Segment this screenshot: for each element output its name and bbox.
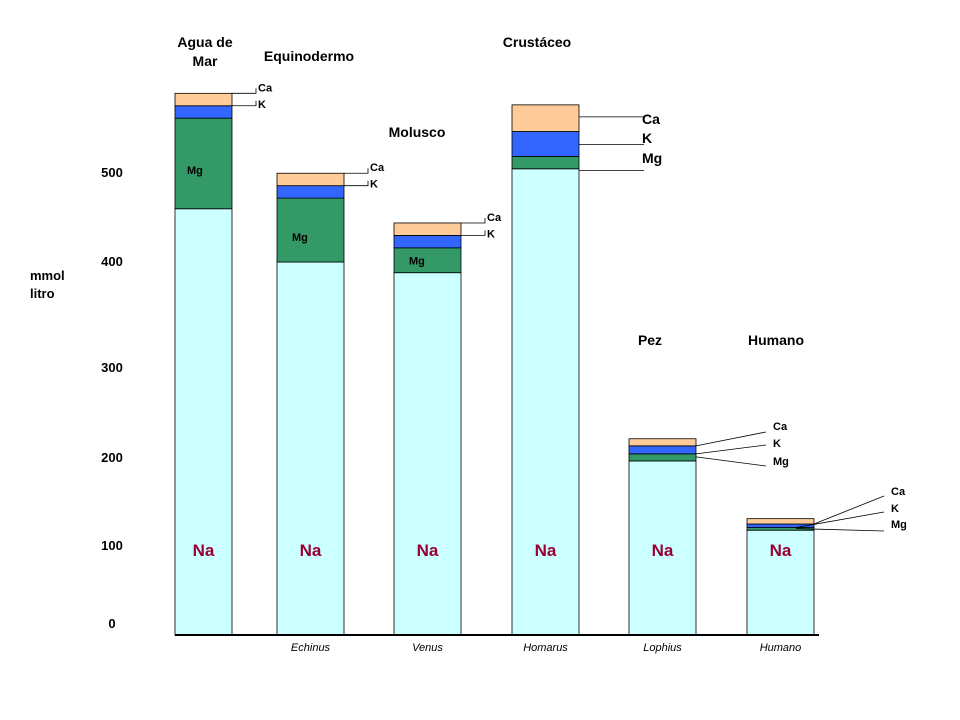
group-label-humano: Humano [748,332,804,348]
callout-label: Ca [773,421,788,433]
callout-label: K [642,130,652,146]
callout-label: Mg [891,519,907,531]
na-label: Na [770,541,792,560]
mg-label: Mg [187,165,203,177]
na-segment [628,460,697,636]
callout-line [813,495,885,525]
na-segment [174,208,233,636]
y-axis-label-line2: litro [30,286,55,301]
bar-labels: Na Mg Echinus Na Mg Venus Na Mg Homarus Na Lophius… [187,82,907,654]
category-label: Venus [412,642,443,654]
mg-segment [511,155,580,170]
ca-segment [746,518,815,525]
category-label: Echinus [291,642,331,654]
na-label: Na [193,541,215,560]
ca-segment [393,222,462,236]
callout-line [232,100,257,107]
group-label-crustaceo: Crustáceo [503,34,571,50]
category-label: Humano [760,642,802,654]
callout-line [695,431,767,447]
callout-label: Ca [487,212,502,224]
na-segment [393,272,462,636]
callout-line [461,230,486,236]
mg-label: Mg [409,255,425,267]
callout-line [232,88,257,94]
group-labels: Agua de Mar Equinodermo Molusco Crustáce… [177,34,804,348]
na-segment [511,168,580,636]
group-label-equinodermo: Equinodermo [264,48,354,64]
callout-label: Mg [642,150,662,166]
y-axis-ticks: 0 100 200 300 400 500 [101,165,123,631]
group-label-agua-line1: Agua de [177,34,232,50]
ca-segment [628,438,697,447]
callout-label: Ca [642,111,660,127]
ca-segment [174,92,233,107]
ca-segment [511,104,580,132]
mg-segment [628,453,697,462]
mg-label: Mg [292,232,308,244]
ca-segment [276,172,345,187]
na-segment [746,529,815,636]
y-tick-label: 500 [101,165,123,180]
y-tick-label: 200 [101,450,123,465]
na-label: Na [652,541,674,560]
k-segment [511,131,580,157]
k-segment [174,105,233,119]
y-tick-label: 400 [101,254,123,269]
y-tick-label: 300 [101,360,123,375]
na-label: Na [417,541,439,560]
callout-label: K [891,503,899,515]
na-label: Na [300,541,322,560]
group-label-pez: Pez [638,332,662,348]
bars [174,92,815,636]
callout-label: K [773,438,781,450]
y-axis-label-line1: mmol [30,268,65,283]
callout-label: Mg [773,456,789,468]
callout-line [795,528,885,532]
mg-segment [276,197,345,263]
k-segment [628,445,697,455]
group-label-agua-line2: Mar [193,53,218,69]
category-label: Homarus [523,642,568,654]
callout-line [461,217,486,224]
na-label: Na [535,541,557,560]
mg-segment [393,247,462,274]
callout-line [695,456,767,467]
callout-label: K [487,228,495,240]
callout-line [795,511,885,528]
callout-label: Ca [891,486,906,498]
callout-line [695,444,767,455]
mg-segment [174,117,233,210]
group-label-molusco: Molusco [389,124,446,140]
y-tick-label: 0 [108,616,115,631]
y-tick-label: 100 [101,538,123,553]
callout-line [344,180,369,187]
k-segment [276,185,345,199]
callout-label: K [370,179,378,191]
callout-label: K [258,99,266,111]
k-segment [393,234,462,249]
callout-label: Ca [370,162,385,174]
na-segment [276,261,345,636]
callout-line [344,168,369,174]
callout-label: Ca [258,82,273,94]
category-label: Lophius [643,642,682,654]
